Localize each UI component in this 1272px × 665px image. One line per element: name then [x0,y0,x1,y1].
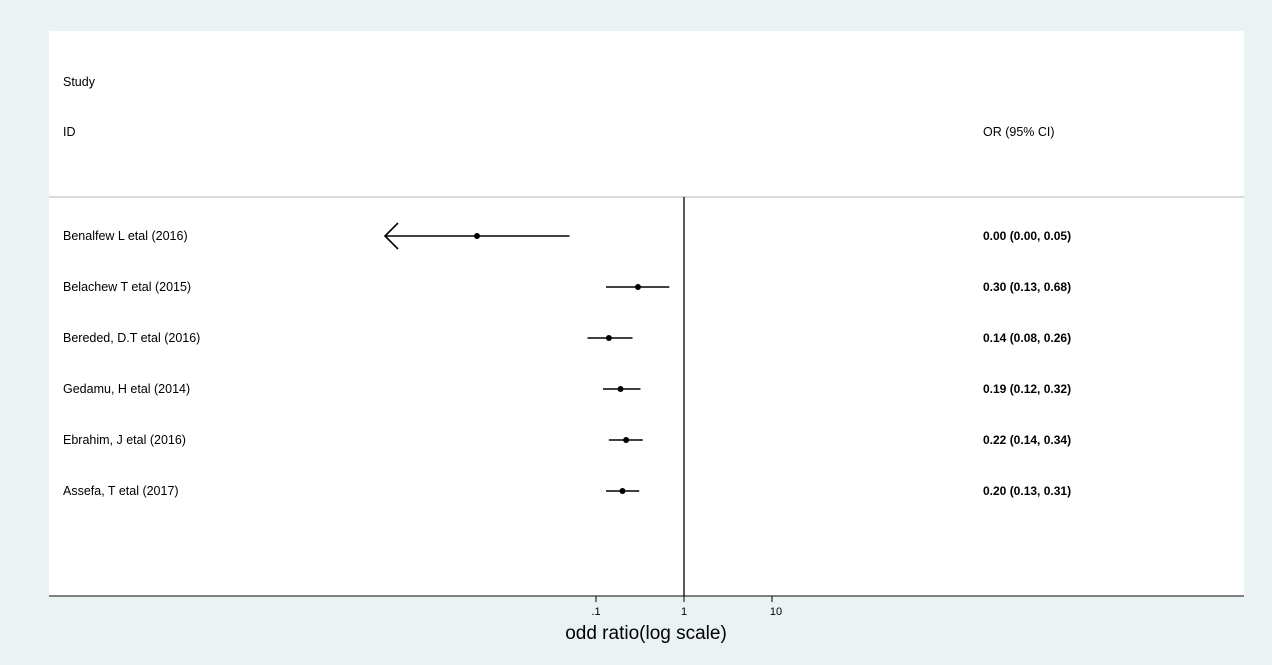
point-estimate [634,284,641,290]
header-study: Study [63,75,96,89]
study-label: Bereded, D.T etal (2016) [63,331,200,345]
x-axis-ticks: .1 1 10 [591,596,782,618]
study-label: Assefa, T etal (2017) [63,484,179,498]
plot-area [49,31,1244,597]
study-estimate: 0.19 (0.12, 0.32) [983,382,1071,396]
study-label: Benalfew L etal (2016) [63,229,188,243]
x-tick-label: 10 [770,606,782,618]
study-estimate: 0.00 (0.00, 0.05) [983,229,1071,243]
study-estimate: 0.20 (0.13, 0.31) [983,484,1071,498]
study-label: Ebrahim, J etal (2016) [63,433,186,447]
ci-arrow-left [383,222,399,250]
point-estimate [619,488,626,494]
x-axis-title: odd ratio(log scale) [565,623,727,644]
study-estimate: 0.14 (0.08, 0.26) [983,331,1071,345]
study-rows: Benalfew L etal (2016) 0.00 (0.00, 0.05) B… [63,222,1071,498]
study-estimate: 0.30 (0.13, 0.68) [983,280,1071,294]
study-estimate: 0.22 (0.14, 0.34) [983,433,1071,447]
x-tick-label: 1 [681,606,687,618]
point-estimate [617,386,624,392]
point-estimate [623,437,630,443]
header-id: ID [63,125,76,139]
x-tick-label: .1 [591,606,600,618]
study-label: Belachew T etal (2015) [63,280,191,294]
header-estimate: OR (95% CI) [983,125,1055,139]
study-label: Gedamu, H etal (2014) [63,382,190,396]
point-estimate [605,335,612,341]
point-estimate [474,233,480,239]
